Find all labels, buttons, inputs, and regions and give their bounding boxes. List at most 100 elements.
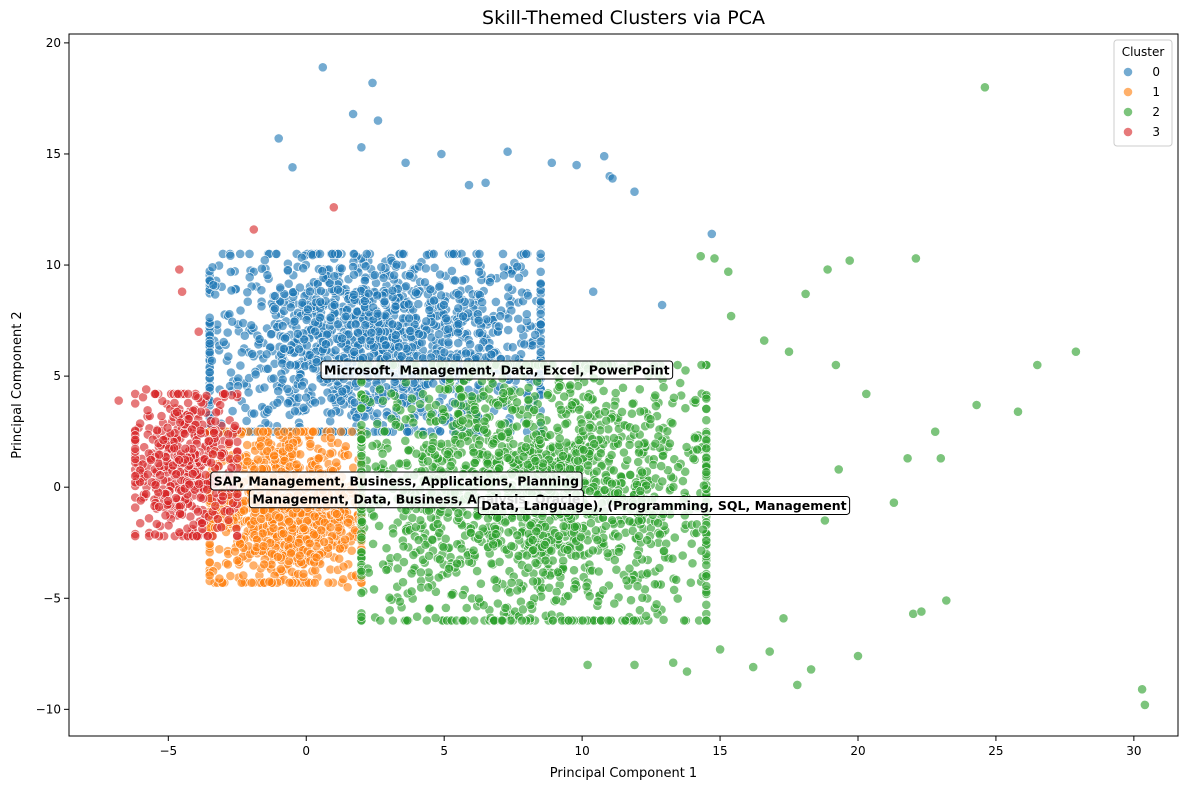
data-point <box>577 615 588 626</box>
data-point <box>413 535 424 545</box>
x-tick-label: 5 <box>440 744 448 758</box>
data-point <box>558 521 569 532</box>
data-point <box>390 419 401 430</box>
data-point <box>680 403 691 414</box>
data-point <box>455 438 466 449</box>
data-point <box>316 525 327 536</box>
legend-marker <box>1123 127 1133 137</box>
data-point <box>297 297 308 308</box>
data-point <box>413 328 424 339</box>
data-point <box>474 248 485 259</box>
data-point <box>438 299 449 310</box>
data-point <box>466 391 477 402</box>
data-point <box>419 277 430 288</box>
data-point <box>516 323 526 334</box>
data-point <box>294 550 305 561</box>
data-point <box>379 426 390 437</box>
data-point <box>239 330 250 341</box>
data-point <box>160 510 171 521</box>
data-point <box>461 603 472 613</box>
data-point <box>204 312 215 323</box>
data-point <box>1140 700 1150 710</box>
data-point <box>391 259 402 270</box>
data-point <box>669 532 680 543</box>
data-point <box>916 606 927 617</box>
scatter-points <box>113 62 1150 710</box>
data-point <box>334 543 345 554</box>
data-point <box>748 662 759 672</box>
data-point <box>188 519 199 530</box>
data-point <box>374 384 385 395</box>
data-point <box>453 289 464 300</box>
data-point <box>527 340 538 351</box>
data-point <box>515 386 525 397</box>
data-point <box>335 395 346 406</box>
data-point <box>473 315 484 326</box>
data-point <box>359 393 370 404</box>
data-point <box>687 558 698 569</box>
data-point <box>434 282 445 292</box>
data-point <box>861 388 872 399</box>
data-point <box>146 454 156 465</box>
data-point <box>408 417 419 428</box>
data-point <box>350 319 361 330</box>
data-point <box>494 463 505 474</box>
data-point <box>434 384 445 394</box>
data-point <box>398 557 409 567</box>
data-point <box>535 417 546 428</box>
data-point <box>379 296 390 307</box>
data-point <box>323 577 334 588</box>
data-point <box>468 545 479 556</box>
data-point <box>372 290 383 301</box>
data-point <box>659 546 669 556</box>
data-point <box>482 458 493 469</box>
data-point <box>287 162 298 173</box>
series-2 <box>356 82 1150 710</box>
x-tick-label: 30 <box>1126 744 1141 758</box>
data-point <box>443 563 454 574</box>
data-point <box>650 579 660 590</box>
data-point <box>280 333 290 344</box>
data-point <box>298 568 309 579</box>
data-point <box>356 547 367 558</box>
legend-title: Cluster <box>1122 45 1165 59</box>
data-point <box>530 329 540 340</box>
data-point <box>130 443 141 454</box>
data-point <box>256 514 267 524</box>
data-point <box>462 509 473 520</box>
data-point <box>194 478 204 489</box>
data-point <box>759 335 770 346</box>
data-point <box>642 568 653 579</box>
data-point <box>701 467 712 478</box>
annotation-label: Data, Language), (Programming, SQL, Mana… <box>481 498 846 513</box>
data-point <box>412 611 422 622</box>
data-point <box>250 369 261 380</box>
chart-title: Skill-Themed Clusters via PCA <box>482 7 765 29</box>
data-point <box>529 405 540 415</box>
data-point <box>668 481 679 492</box>
data-point <box>259 382 270 393</box>
data-point <box>551 595 562 605</box>
data-point <box>820 515 830 526</box>
data-point <box>212 514 223 524</box>
data-point <box>534 435 545 445</box>
data-point <box>232 555 243 566</box>
data-point <box>141 384 152 395</box>
data-point <box>889 497 899 508</box>
data-point <box>327 248 338 259</box>
data-point <box>609 598 620 609</box>
data-point <box>629 660 640 670</box>
data-point <box>195 425 206 436</box>
data-point <box>584 591 595 602</box>
data-point <box>486 558 497 569</box>
data-point <box>315 296 326 307</box>
data-point <box>535 336 546 347</box>
data-point <box>374 521 384 531</box>
data-point <box>452 327 463 338</box>
data-point <box>447 589 458 600</box>
data-point <box>291 426 302 437</box>
data-point <box>574 435 584 445</box>
data-point <box>184 479 195 490</box>
data-point <box>398 541 409 552</box>
